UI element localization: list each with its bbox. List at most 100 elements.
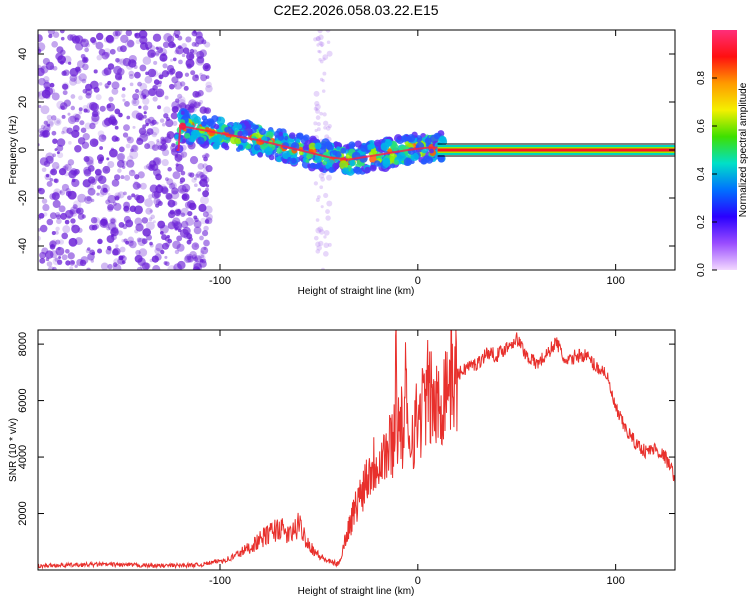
noise-speckle <box>69 131 73 135</box>
noise-speckle <box>166 64 175 73</box>
noise-speckle <box>51 231 56 236</box>
noise-speckle <box>148 217 153 222</box>
noise-speckle <box>206 213 213 221</box>
x-tick-label: 100 <box>606 575 624 587</box>
noise-speckle <box>198 203 207 213</box>
noise-speckle <box>38 42 46 52</box>
noise-speckle <box>65 188 71 194</box>
noise-speckle <box>98 240 102 244</box>
noise-speckle <box>126 155 134 162</box>
noise-speckle <box>158 74 164 80</box>
noise-speckle <box>157 47 164 54</box>
noise-speckle <box>134 217 143 226</box>
noise-speckle <box>205 165 213 173</box>
noise-speckle <box>133 65 138 69</box>
noise-speckle <box>142 97 150 105</box>
noise-speckle <box>205 81 212 88</box>
noise-speckle <box>177 45 182 49</box>
noise-speckle <box>187 210 193 217</box>
noise-speckle <box>96 192 100 196</box>
noise-speckle <box>148 116 155 124</box>
y-tick-label: 4000 <box>17 445 29 469</box>
noise-speckle <box>150 52 155 57</box>
noise-streak-speckle <box>319 185 324 190</box>
noise-speckle <box>128 74 134 80</box>
noise-speckle <box>147 49 156 58</box>
noise-speckle <box>62 165 69 173</box>
ridge-speckle <box>322 160 328 166</box>
noise-speckle <box>74 264 78 268</box>
y-tick-label: 20 <box>17 96 29 108</box>
noise-speckle <box>49 244 56 250</box>
noise-speckle <box>159 53 168 62</box>
noise-speckle <box>187 255 195 263</box>
noise-speckle <box>75 42 84 51</box>
noise-speckle <box>138 248 148 257</box>
noise-speckle <box>131 193 136 198</box>
ridge-speckle <box>305 158 310 163</box>
noise-speckle <box>44 79 49 85</box>
colorbar-ticks: 0.0 0.2 0.4 0.6 0.8 <box>696 71 717 277</box>
ridge-speckle <box>332 162 340 170</box>
ridge-speckle <box>214 134 223 143</box>
noise-streak-speckle <box>325 209 330 214</box>
noise-streak-speckle <box>321 267 325 270</box>
noise-speckle <box>65 209 74 219</box>
ridge-speckle <box>437 155 445 163</box>
ridge-speckle <box>252 124 258 130</box>
noise-speckle <box>142 124 147 129</box>
noise-streak-speckle <box>326 200 333 207</box>
ridge-speckle <box>374 139 382 147</box>
noise-speckle <box>162 63 168 69</box>
noise-speckle <box>122 165 126 169</box>
noise-speckle <box>177 228 182 233</box>
noise-streak-speckle <box>315 241 321 247</box>
noise-speckle <box>55 214 62 220</box>
ridge-speckle <box>197 136 205 145</box>
noise-speckle <box>118 255 124 261</box>
noise-speckle <box>44 173 52 181</box>
noise-streak-speckle <box>326 50 333 57</box>
ridge-speckle <box>254 144 261 151</box>
noise-speckle <box>166 71 170 75</box>
noise-speckle <box>144 41 153 50</box>
noise-speckle <box>62 225 71 234</box>
ridge-speckle <box>221 142 228 149</box>
noise-speckle <box>64 219 70 225</box>
ridge-speckle <box>340 147 347 154</box>
ridge-speckle <box>325 164 331 169</box>
noise-speckle <box>40 105 50 115</box>
noise-speckle <box>41 167 47 173</box>
noise-speckle <box>69 77 78 86</box>
noise-speckle <box>193 183 198 188</box>
noise-speckle <box>204 107 212 114</box>
noise-speckle <box>78 107 83 112</box>
ridge-speckle <box>236 123 243 130</box>
noise-streak-speckle <box>322 71 327 76</box>
noise-speckle <box>81 78 87 84</box>
noise-speckle <box>166 194 173 200</box>
noise-streak-speckle <box>317 226 324 233</box>
noise-speckle <box>59 60 65 65</box>
noise-speckle <box>72 113 80 120</box>
noise-speckle <box>163 33 173 42</box>
colorbar-gradient <box>712 30 737 270</box>
noise-speckle <box>44 87 54 96</box>
noise-speckle <box>188 105 197 113</box>
noise-speckle <box>84 195 93 204</box>
noise-speckle <box>69 115 77 123</box>
noise-speckle <box>120 175 125 180</box>
noise-speckle <box>72 125 80 132</box>
noise-speckle <box>129 240 137 249</box>
noise-speckle <box>202 163 208 169</box>
noise-speckle <box>179 177 186 183</box>
noise-speckle <box>142 94 147 99</box>
noise-speckle <box>205 184 210 188</box>
noise-speckle <box>157 145 163 150</box>
noise-speckle <box>172 217 181 226</box>
ridge-speckle <box>193 116 201 124</box>
noise-speckle <box>82 63 89 71</box>
noise-speckle <box>140 262 150 270</box>
noise-speckle <box>127 240 134 247</box>
noise-speckle <box>171 142 176 148</box>
